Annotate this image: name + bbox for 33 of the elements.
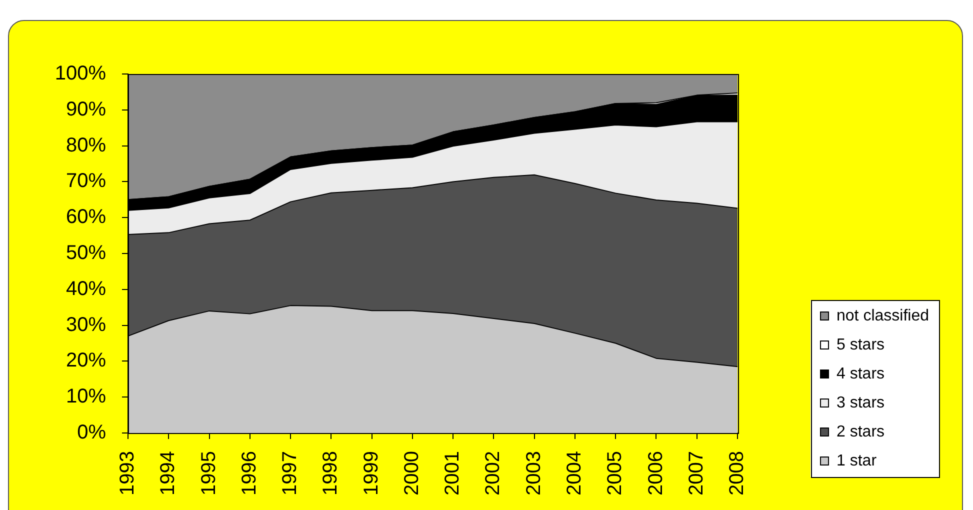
- y-tick-label: 40%: [66, 278, 106, 300]
- y-tick-label: 0%: [77, 422, 106, 444]
- legend-label: 4 stars: [836, 365, 885, 382]
- x-tick-label: 1997: [279, 451, 302, 496]
- legend-label: 3 stars: [836, 394, 885, 412]
- x-tick-label: 1993: [116, 451, 139, 496]
- y-tick-label: 10%: [66, 386, 106, 408]
- x-tick-label: 1999: [360, 451, 382, 496]
- x-tick-label: 2003: [522, 451, 545, 496]
- x-tick-label: 2004: [563, 451, 586, 496]
- x-tick-label: 2000: [400, 451, 423, 496]
- x-tick-label: 1998: [320, 451, 342, 496]
- x-tick-label: 2002: [482, 451, 504, 496]
- x-tick-label: 2005: [604, 451, 626, 496]
- x-tick-label: 1996: [238, 451, 260, 496]
- x-tick-label: 1994: [157, 451, 180, 496]
- y-tick-label: 50%: [66, 242, 106, 264]
- y-tick-label: 80%: [66, 134, 106, 156]
- y-tick-label: 60%: [66, 206, 106, 228]
- x-tick-label: 2001: [442, 451, 464, 496]
- y-tick-label: 70%: [66, 170, 106, 192]
- x-tick-label: 2008: [726, 451, 748, 496]
- y-tick-label: 20%: [66, 350, 106, 372]
- legend-label: not classified: [836, 307, 930, 324]
- legend-label: 1 star: [836, 452, 878, 470]
- y-tick-label: 30%: [66, 314, 106, 336]
- legend-label: 2 stars: [836, 423, 885, 440]
- x-tick-label: 2007: [685, 451, 708, 496]
- legend-label: 5 stars: [836, 336, 885, 354]
- x-tick-label: 1995: [198, 451, 220, 496]
- x-tick-label: 2006: [644, 451, 667, 496]
- y-tick-label: 90%: [66, 98, 106, 120]
- y-tick-label: 100%: [54, 62, 106, 85]
